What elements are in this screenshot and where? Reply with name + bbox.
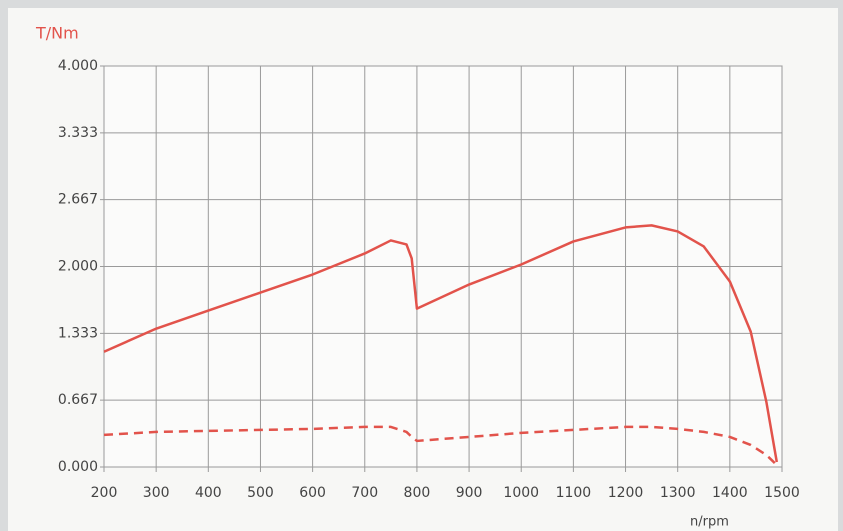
x-tick-label: 500 [247, 485, 274, 501]
x-tick-label: 300 [143, 485, 170, 501]
x-tick-label: 400 [195, 485, 222, 501]
series-line [103, 425, 778, 466]
y-axis-label: T/Nm [35, 24, 79, 43]
x-tick-label: 200 [91, 485, 118, 501]
y-tick-label: 2.000 [58, 259, 98, 275]
y-tick-label: 1.333 [58, 325, 98, 341]
x-tick-label: 800 [404, 485, 431, 501]
x-tick-label: 600 [299, 485, 326, 501]
x-tick-label: 1300 [660, 485, 696, 501]
y-tick-label: 0.000 [58, 459, 98, 475]
x-axis-label: n/rpm [690, 515, 729, 530]
y-tick-label: 3.333 [58, 125, 98, 141]
y-tick-label: 2.667 [58, 192, 98, 208]
x-tick-label: 1500 [764, 485, 800, 501]
x-tick-label: 900 [456, 485, 483, 501]
x-tick-label: 700 [351, 485, 378, 501]
x-tick-label: 1000 [503, 485, 539, 501]
y-tick-label: 4.000 [58, 58, 98, 74]
x-tick-label: 1100 [556, 485, 592, 501]
x-tick-label: 1200 [608, 485, 644, 501]
series-line [103, 224, 779, 463]
y-tick-label: 0.667 [58, 392, 98, 408]
x-tick-label: 1400 [712, 485, 748, 501]
